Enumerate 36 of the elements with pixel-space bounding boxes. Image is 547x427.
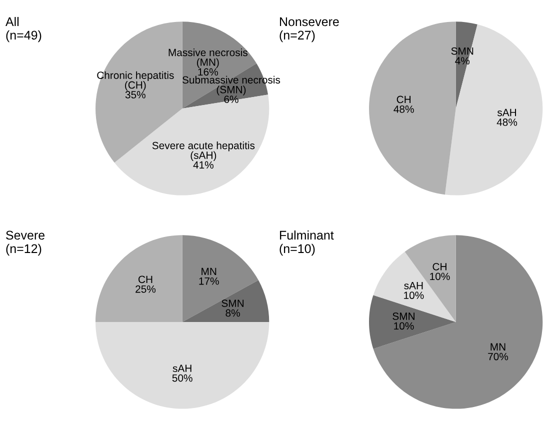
data-label: 50% (172, 374, 192, 382)
chart-title: Severe (n=12) (6, 230, 45, 256)
pie-slice (373, 235, 543, 409)
slice-label: SMN (222, 300, 244, 307)
data-label: 25% (136, 285, 156, 293)
slice-label: MN (490, 343, 506, 350)
data-label: 8% (226, 309, 240, 317)
pie-slice (182, 235, 258, 322)
slice-label: CH (396, 96, 411, 104)
pie-slice (96, 322, 270, 409)
data-label: 10% (404, 292, 424, 300)
data-label: 41% (193, 161, 214, 169)
data-label: 10% (430, 272, 450, 280)
data-label: 17% (199, 277, 219, 285)
slice-label: sAH (172, 364, 192, 372)
slice-label: Chronic hepatitis (CH) (97, 71, 174, 91)
data-label: 10% (394, 322, 414, 330)
data-label: 48% (394, 105, 414, 113)
chart-title: All (n=49) (5, 16, 42, 42)
chart-title: Fulminant (n=10) (280, 230, 334, 256)
slice-label: Severe acute hepatitis (sAH) (152, 142, 255, 161)
data-label: 35% (125, 91, 146, 98)
pie-slice (373, 252, 456, 322)
data-label: 16% (198, 68, 218, 76)
slice-label: sAH (497, 108, 516, 116)
pie-slice (96, 235, 182, 322)
chart-title: Nonsevere (n=27) (280, 17, 339, 42)
slice-label: CH (432, 263, 446, 270)
slice-label: sAH (404, 282, 423, 290)
data-label: 48% (496, 118, 518, 126)
slice-label: Massive necrosis (MN) (168, 48, 248, 68)
slice-label: SMN (392, 312, 414, 320)
data-label: 70% (488, 352, 508, 360)
slice-label: CH (138, 276, 152, 284)
slice-label: MN (202, 268, 216, 275)
pie-slice (444, 24, 543, 196)
